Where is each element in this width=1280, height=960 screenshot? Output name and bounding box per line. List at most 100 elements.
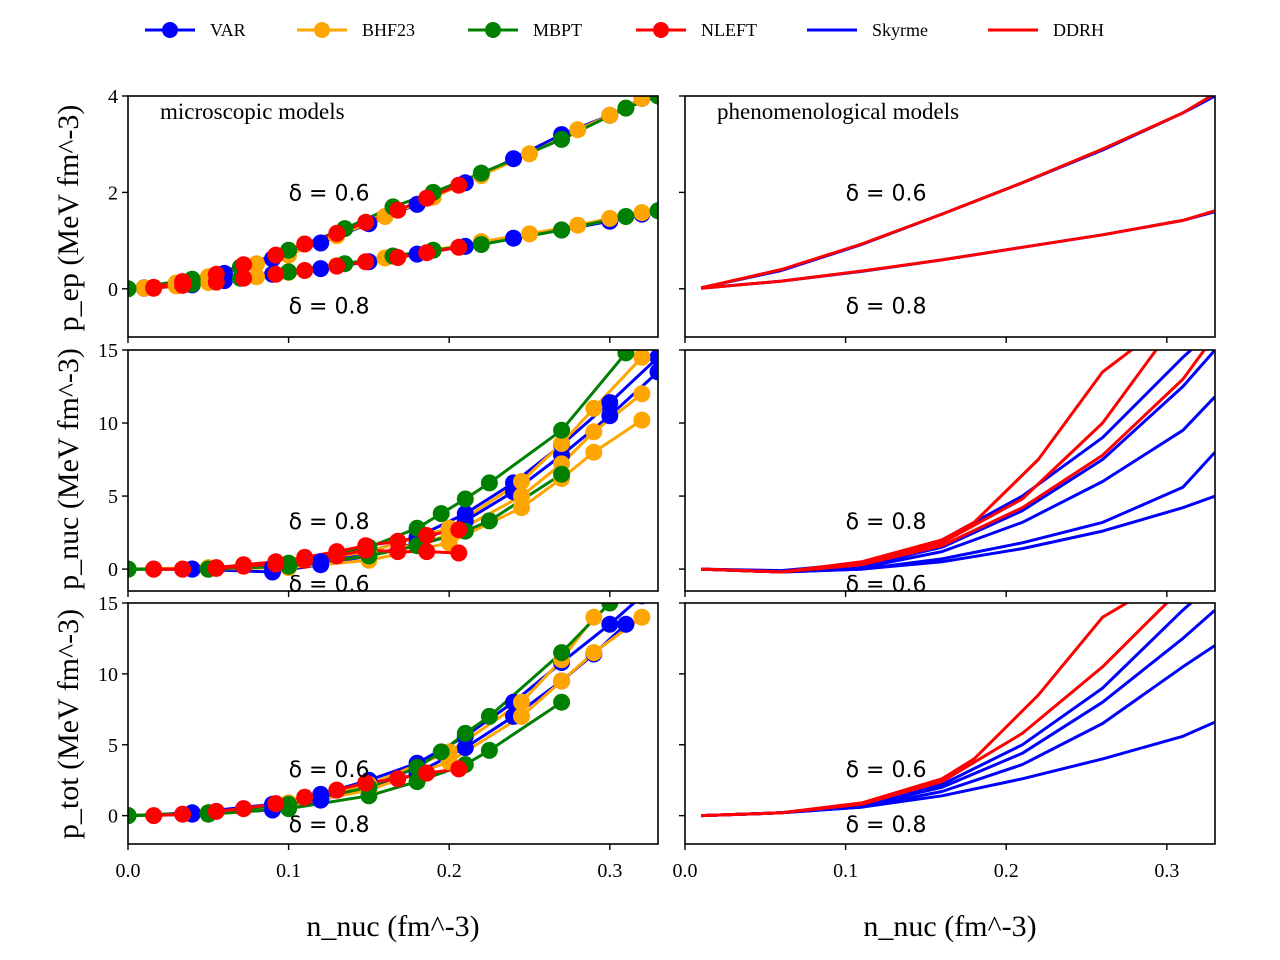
axes-frame: [127, 602, 659, 845]
data-point: [248, 255, 265, 273]
data-point: [450, 760, 468, 778]
data-point: [280, 263, 298, 281]
y-tick-label: 10: [98, 413, 118, 435]
delta-label: δ = 0.8: [846, 510, 927, 535]
data-point: [553, 221, 571, 239]
data-point: [633, 350, 651, 366]
data-point: [145, 279, 163, 297]
data-point: [267, 795, 285, 813]
data-point: [389, 770, 407, 788]
data-point: [450, 176, 468, 194]
y-tick-label: 0: [108, 279, 118, 301]
data-point: [280, 800, 298, 818]
data-point: [207, 559, 225, 577]
panel-phenomenological-ep: phenomenological models δ = 0.6 δ = 0.8: [679, 95, 1216, 343]
data-point: [174, 805, 192, 823]
data-point: [328, 224, 346, 242]
series-line-ddrh: [700, 96, 1214, 290]
delta-label: δ = 0.8: [289, 510, 370, 535]
data-point: [418, 189, 436, 207]
data-point: [312, 234, 330, 252]
legend-entry-skyrme: Skyrme: [807, 20, 928, 40]
data-point: [296, 235, 314, 253]
data-point: [145, 560, 163, 578]
data-point: [553, 130, 571, 148]
data-point: [513, 693, 530, 711]
data-point: [145, 807, 163, 825]
data-point: [633, 385, 651, 403]
legend-label: NLEFT: [701, 20, 757, 40]
data-point: [267, 265, 285, 283]
legend-marker: [653, 22, 669, 38]
data-point: [480, 512, 498, 530]
y-tick-label: 0: [108, 559, 118, 581]
y-tick-label: 10: [98, 664, 118, 686]
data-point: [521, 145, 538, 163]
delta-label: δ = 0.8: [289, 295, 370, 320]
panel-microscopic-nuc: 0 5 10 15 δ = 0.8 δ = 0.6: [98, 340, 659, 598]
data-point: [267, 246, 285, 264]
data-point: [601, 603, 619, 612]
legend-entry-mbpt: MBPT: [468, 20, 582, 40]
data-point: [235, 800, 253, 818]
data-point: [280, 241, 298, 259]
data-point: [389, 249, 407, 266]
x-tick-label: 0.0: [116, 860, 141, 882]
panel-phenomenological-nuc: δ = 0.8 δ = 0.6: [679, 349, 1216, 598]
data-point: [585, 399, 603, 417]
data-point: [328, 543, 346, 561]
data-point: [480, 741, 498, 759]
data-point: [633, 411, 651, 429]
data-point: [585, 443, 603, 461]
x-tick-label: 0.1: [276, 860, 301, 882]
data-point: [649, 96, 658, 105]
legend-marker: [485, 22, 501, 38]
data-point: [207, 273, 225, 291]
data-point: [174, 560, 192, 578]
legend-label: VAR: [210, 20, 246, 40]
delta-label: δ = 0.6: [289, 573, 370, 598]
axes-frame: [684, 602, 1216, 845]
delta-label: δ = 0.6: [289, 181, 370, 206]
data-point: [585, 644, 603, 662]
data-point: [513, 487, 530, 505]
data-point: [505, 229, 522, 247]
delta-label: δ = 0.6: [846, 181, 927, 206]
series-line-3: [700, 209, 1215, 290]
data-point: [357, 774, 375, 792]
delta-label: δ = 0.8: [289, 813, 370, 838]
data-point: [569, 216, 587, 234]
data-point: [553, 421, 571, 439]
data-point: [248, 268, 265, 286]
row-ylabels: p_ep (MeV fm^-3) p_nuc (MeV fm^-3) p_tot…: [52, 105, 85, 839]
data-point: [513, 473, 530, 490]
axes-frame: [684, 349, 1216, 592]
data-point: [312, 260, 330, 278]
x-tick-label: 0.3: [597, 860, 622, 882]
data-point: [418, 543, 436, 561]
legend-entry-ddrh: DDRH: [988, 20, 1104, 40]
y-tick-label: 0: [108, 806, 118, 828]
data-point: [601, 394, 619, 412]
ylabel-p-ep: p_ep (MeV fm^-3): [52, 105, 85, 332]
panel-microscopic-tot: 0 5 10 15 0.0 0.1 0.2 0.3 δ = 0.6 δ = 0.8: [98, 593, 659, 882]
data-point: [585, 608, 603, 626]
plot-area: [128, 96, 658, 298]
x-tick-label: 0.2: [437, 860, 462, 882]
data-point: [450, 238, 468, 256]
plot-area: [128, 603, 651, 825]
data-point: [328, 781, 346, 799]
x-tick-label: 0.3: [1154, 860, 1179, 882]
data-point: [553, 465, 571, 483]
data-point: [312, 553, 330, 571]
data-point: [456, 490, 474, 508]
data-point: [357, 253, 375, 271]
xlabels: n_nuc (fm^-3) n_nuc (fm^-3): [306, 910, 1036, 943]
y-tick-label: 2: [108, 182, 118, 204]
xlabel-right: n_nuc (fm^-3): [863, 910, 1036, 943]
ylabel-p-tot: p_tot (MeV fm^-3): [52, 609, 85, 839]
legend-marker: [162, 22, 178, 38]
data-point: [633, 96, 651, 107]
